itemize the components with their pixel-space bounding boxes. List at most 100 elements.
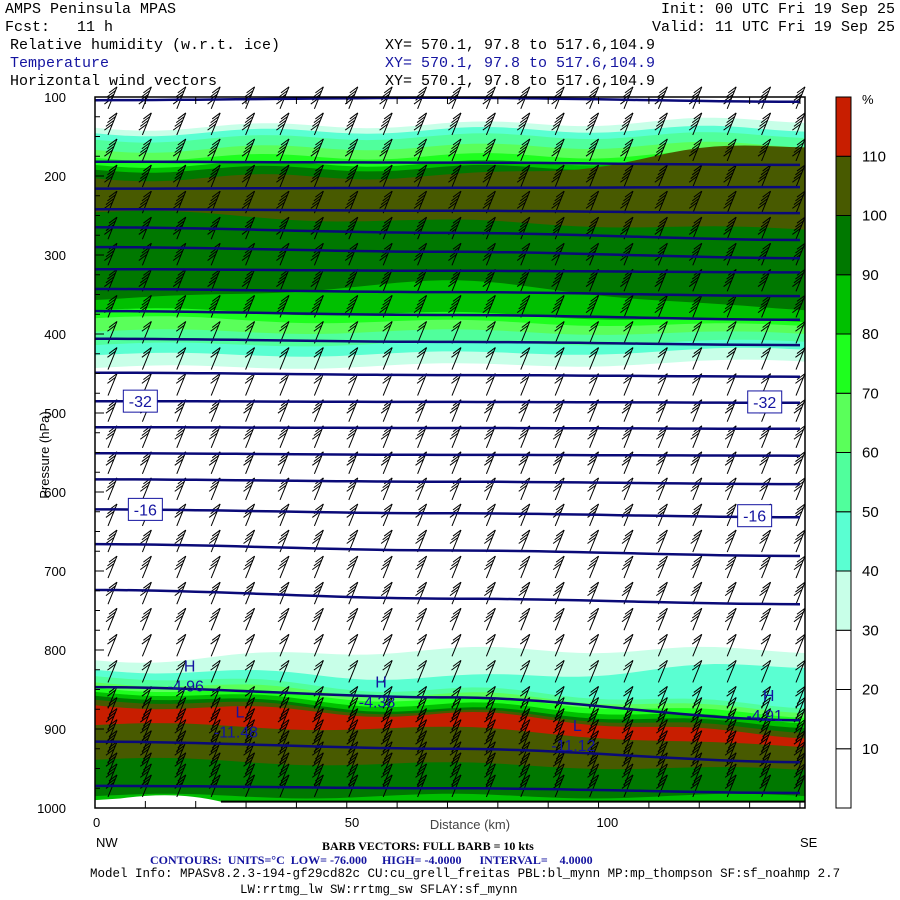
wind-barb xyxy=(759,529,772,553)
barb-feather xyxy=(726,429,735,436)
barb-feather xyxy=(590,503,599,511)
barb-feather xyxy=(108,719,118,727)
barb-feather xyxy=(208,458,218,466)
barb-feather xyxy=(623,611,632,619)
barb-feather xyxy=(482,306,492,314)
barb-staff xyxy=(107,138,118,162)
barb-feather xyxy=(312,770,321,778)
barb-feather xyxy=(691,272,701,280)
wind-barb xyxy=(726,686,737,709)
barb-feather xyxy=(174,198,184,206)
barb-feather xyxy=(688,123,698,131)
barb-feather xyxy=(795,142,804,150)
barb-feather xyxy=(587,276,596,284)
barb-feather xyxy=(107,734,116,741)
barb-feather xyxy=(659,763,668,771)
barb-feather xyxy=(380,120,390,127)
barb-feather xyxy=(382,722,391,730)
barb-feather xyxy=(485,663,495,671)
barb-feather xyxy=(624,503,634,511)
barb-feather xyxy=(140,537,149,544)
barb-staff xyxy=(451,503,462,527)
barb-feather xyxy=(175,711,185,719)
barb-feather xyxy=(383,242,393,250)
wind-barb xyxy=(344,112,359,136)
barb-feather xyxy=(624,295,634,302)
field-temp-xy: XY= 570.1, 97.8 to 517.6,104.9 xyxy=(385,55,656,72)
barb-staff xyxy=(313,555,324,579)
barb-feather xyxy=(347,142,357,150)
barb-feather xyxy=(207,201,216,209)
barb-staff xyxy=(417,217,428,240)
barb-feather xyxy=(315,774,324,782)
barb-feather xyxy=(315,730,324,738)
barb-feather xyxy=(208,770,218,778)
barb-feather xyxy=(551,175,560,183)
barb-feather xyxy=(107,324,116,332)
wind-barb xyxy=(551,138,565,162)
barb-feather xyxy=(382,767,391,775)
barb-feather xyxy=(208,715,218,723)
wind-barb xyxy=(208,607,221,631)
barb-feather xyxy=(243,511,252,518)
barb-feather xyxy=(485,585,495,593)
barb-feather xyxy=(759,770,768,778)
barb-staff xyxy=(657,138,668,162)
barb-feather xyxy=(175,611,185,619)
barb-feather xyxy=(724,432,734,440)
barb-feather xyxy=(416,767,426,775)
barb-feather xyxy=(451,756,460,763)
barb-feather xyxy=(140,726,149,734)
barb-feather xyxy=(138,280,148,287)
wind-barb xyxy=(724,730,737,753)
wind-barb xyxy=(312,503,324,527)
barb-feather xyxy=(241,149,251,157)
barb-feather xyxy=(276,201,285,209)
wind-barb xyxy=(519,659,531,683)
wind-barb xyxy=(654,112,668,136)
barb-staff xyxy=(589,373,600,396)
barb-feather xyxy=(244,756,254,763)
barb-feather xyxy=(554,585,563,593)
barb-feather xyxy=(623,700,632,708)
barb-feather xyxy=(244,116,254,124)
barb-staff xyxy=(210,634,221,657)
wind-barb xyxy=(210,659,221,683)
wind-barb xyxy=(690,529,703,553)
barb-staff xyxy=(554,686,565,709)
barb-feather xyxy=(690,737,700,745)
barb-feather xyxy=(691,298,701,306)
barb-feather xyxy=(208,511,218,518)
wind-barb xyxy=(380,555,393,579)
barb-feather xyxy=(312,563,321,570)
barb-feather xyxy=(449,748,459,756)
barb-feather xyxy=(760,350,770,358)
barb-staff xyxy=(692,190,703,214)
barb-staff xyxy=(313,660,324,683)
barb-feather xyxy=(382,611,391,619)
barb-staff xyxy=(623,321,634,344)
barb-feather xyxy=(690,484,700,492)
barb-feather xyxy=(243,432,252,440)
barb-feather xyxy=(244,611,254,619)
barb-feather xyxy=(310,254,320,261)
barb-feather xyxy=(554,711,563,719)
barb-feather xyxy=(415,276,424,284)
barb-feather xyxy=(347,220,357,228)
barb-feather xyxy=(277,302,287,310)
barb-feather xyxy=(449,615,459,623)
wind-barb xyxy=(174,555,187,579)
wind-barb xyxy=(382,373,393,396)
barb-feather xyxy=(244,637,254,645)
barb-staff xyxy=(382,373,393,396)
barb-feather xyxy=(448,280,457,287)
wind-barb xyxy=(346,719,359,742)
wind-barb xyxy=(413,242,428,266)
barb-feather xyxy=(208,120,218,127)
barb-feather xyxy=(344,123,354,131)
barb-staff xyxy=(657,321,668,344)
barb-feather xyxy=(448,201,457,209)
wind-barb xyxy=(208,529,221,553)
barb-feather xyxy=(415,172,424,179)
barb-feather xyxy=(690,224,700,232)
